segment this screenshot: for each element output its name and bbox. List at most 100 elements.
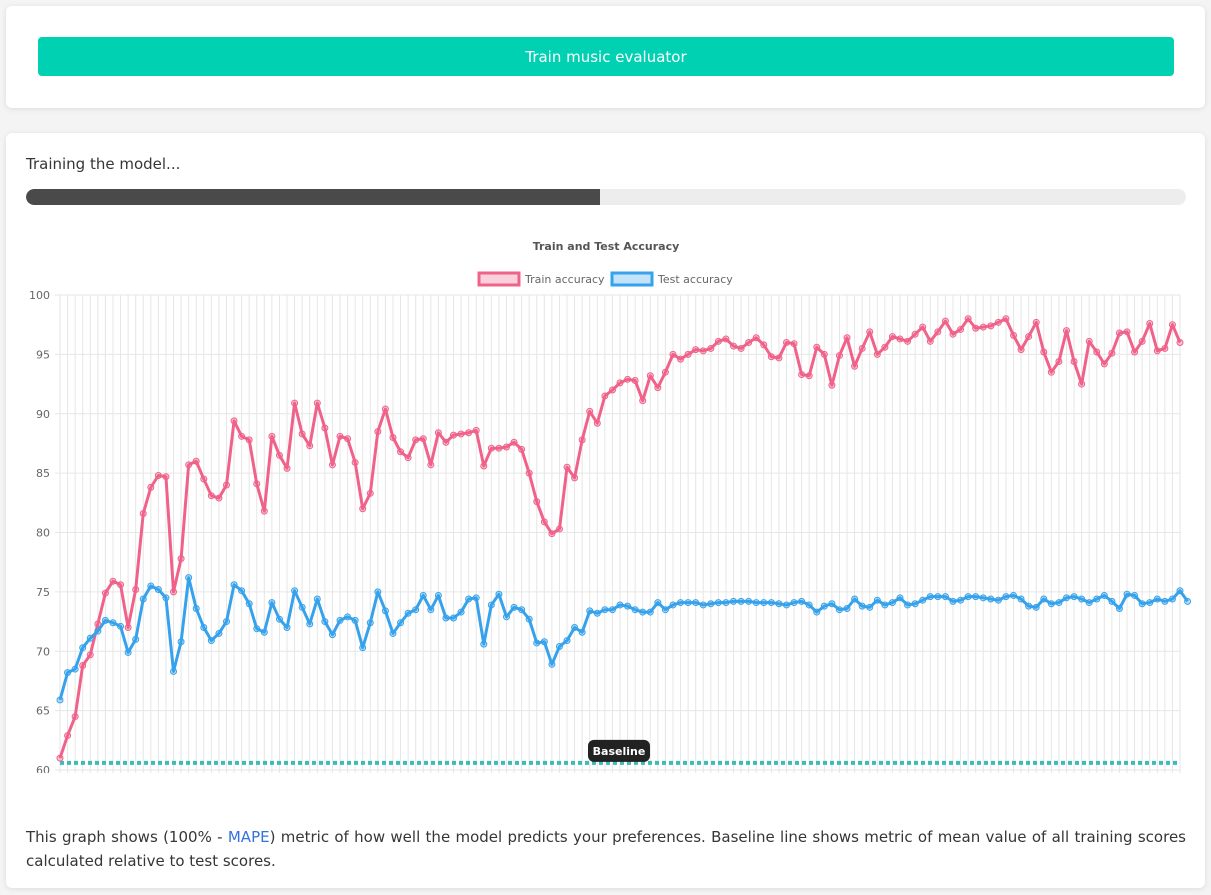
data-point <box>328 631 336 639</box>
legend-swatch <box>610 271 654 287</box>
data-point <box>949 330 957 338</box>
data-point <box>1093 595 1101 603</box>
data-point <box>563 463 571 471</box>
data-point <box>525 469 533 477</box>
data-point <box>767 353 775 361</box>
data-point <box>775 600 783 608</box>
data-point <box>245 436 253 444</box>
legend-swatch <box>477 271 521 287</box>
y-tick-label: 65 <box>36 705 50 718</box>
data-point <box>782 339 790 346</box>
data-point <box>268 432 276 440</box>
data-point <box>896 335 904 343</box>
data-point <box>555 525 563 533</box>
data-point <box>994 318 1002 326</box>
data-point <box>843 334 851 342</box>
data-point <box>132 586 140 593</box>
data-point <box>964 315 972 323</box>
data-point <box>1168 321 1176 329</box>
data-point <box>185 461 193 469</box>
data-point <box>215 494 223 502</box>
data-point <box>351 458 359 466</box>
data-point <box>646 608 654 616</box>
data-point <box>117 622 125 630</box>
data-point <box>1032 318 1040 326</box>
data-point <box>1153 595 1161 603</box>
data-point <box>359 644 367 652</box>
data-point <box>760 599 768 607</box>
data-point <box>397 448 405 456</box>
data-point <box>820 350 828 358</box>
data-point <box>86 651 94 659</box>
data-point <box>465 595 473 603</box>
training-progress-bar <box>26 189 1186 205</box>
data-point <box>480 640 488 648</box>
data-point <box>888 333 896 341</box>
data-point <box>987 322 995 330</box>
data-point <box>344 613 352 621</box>
mape-link[interactable]: MAPE <box>227 828 270 846</box>
data-point <box>533 639 541 647</box>
data-point <box>238 432 246 440</box>
data-point <box>1115 605 1123 612</box>
data-point <box>1047 600 1055 608</box>
data-point <box>934 328 942 336</box>
training-card: Training the model... Train and Test Acc… <box>6 133 1205 888</box>
data-point <box>737 597 745 605</box>
data-point <box>291 399 299 407</box>
data-point <box>374 428 382 436</box>
data-point <box>495 590 503 598</box>
data-point <box>533 498 541 506</box>
data-point <box>782 601 790 609</box>
data-point <box>200 475 208 483</box>
data-point <box>381 405 389 413</box>
data-point <box>1070 358 1078 365</box>
data-point <box>555 643 563 650</box>
data-point <box>56 696 64 704</box>
data-point <box>495 444 503 452</box>
data-point <box>858 602 866 610</box>
train-music-evaluator-button[interactable]: Train music evaluator <box>38 37 1174 76</box>
data-point <box>888 599 896 607</box>
data-point <box>737 344 745 352</box>
data-point <box>147 483 155 491</box>
data-point <box>805 601 813 609</box>
data-point <box>1040 595 1048 603</box>
data-point <box>677 355 685 363</box>
data-point <box>510 603 518 611</box>
data-point <box>374 588 382 596</box>
data-point <box>238 587 246 595</box>
data-point <box>1161 344 1169 352</box>
accuracy-chart: Train and Test Accuracy Train accuracy Tes… <box>29 240 1192 773</box>
data-point <box>941 593 949 601</box>
data-point <box>767 599 775 607</box>
data-point <box>624 602 632 610</box>
y-tick-label: 60 <box>36 764 50 773</box>
data-point <box>1040 348 1048 356</box>
data-point <box>608 386 616 394</box>
data-point <box>71 713 79 721</box>
data-point <box>200 624 208 631</box>
data-point <box>669 601 677 609</box>
data-point <box>1085 337 1093 345</box>
data-point <box>487 444 495 452</box>
data-point <box>881 601 889 609</box>
data-point <box>707 344 715 352</box>
data-point <box>404 454 412 462</box>
data-point <box>684 350 692 358</box>
data-point <box>760 341 768 349</box>
data-point <box>586 607 594 615</box>
data-point <box>586 407 594 415</box>
data-point <box>835 606 843 614</box>
data-point <box>1032 603 1040 611</box>
series-line <box>58 576 1189 701</box>
chart-title: Train and Test Accuracy <box>533 240 680 253</box>
description-text-end: ) metric of how well the model predicts … <box>26 828 1186 870</box>
data-point <box>911 600 919 608</box>
series-2 <box>56 574 1192 704</box>
data-point <box>245 600 253 608</box>
data-point <box>381 607 389 615</box>
data-point <box>692 346 700 354</box>
data-point <box>94 620 102 628</box>
data-point <box>851 595 859 603</box>
